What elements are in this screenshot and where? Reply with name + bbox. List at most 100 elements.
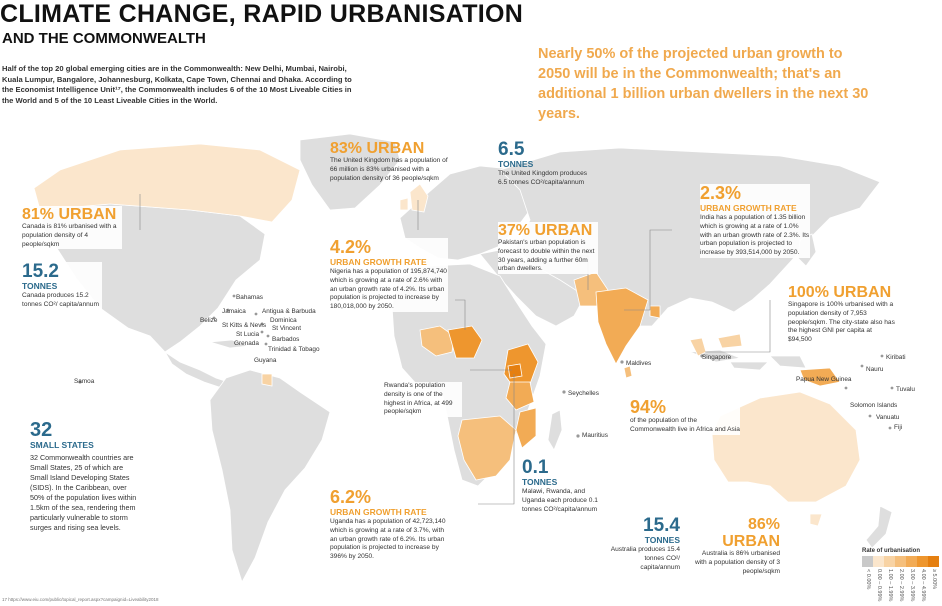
label-samoa: Samoa bbox=[74, 378, 95, 385]
australia-tonnes-callout: 15.4 TONNES Australia produces 15.4 tonn… bbox=[608, 515, 680, 573]
map-indonesia bbox=[689, 349, 807, 371]
uk-tonnes-value: 6.5 bbox=[498, 139, 525, 160]
legend-swatch bbox=[862, 556, 873, 567]
map-bangladesh bbox=[649, 305, 661, 319]
uk-tonnes-text: The United Kingdom produces 6.5 tonnes C… bbox=[498, 170, 588, 186]
canada-urban-callout: 81% URBAN Canada is 81% urbanised with a… bbox=[22, 206, 122, 250]
legend-swatch bbox=[906, 556, 917, 567]
legend-swatch bbox=[884, 556, 895, 567]
dot-belize bbox=[212, 316, 216, 320]
uk-urban-callout: 83% URBAN The United Kingdom has a popul… bbox=[330, 140, 450, 183]
canada-tonnes-label: TONNES bbox=[22, 281, 58, 291]
pakistan-value: 37% URBAN bbox=[498, 222, 593, 239]
page-title: CLIMATE CHANGE, RAPID URBANISATION bbox=[0, 0, 524, 28]
legend-label: ≥ 5.00% bbox=[931, 569, 937, 590]
rwanda-text: Rwanda's population density is one of th… bbox=[384, 382, 453, 416]
label-solomon: Solomon Islands bbox=[850, 402, 898, 409]
label-jamaica: Jamaica bbox=[222, 308, 246, 315]
small-states-label: SMALL STATES bbox=[30, 440, 94, 450]
canada-urban-value: 81% URBAN bbox=[22, 206, 117, 223]
nigeria-label: URBAN GROWTH RATE bbox=[330, 257, 427, 267]
label-dominica: Dominica bbox=[270, 317, 297, 324]
uk-tonnes-callout: 6.5 TONNES The United Kingdom produces 6… bbox=[498, 140, 588, 188]
dot-trinidad bbox=[264, 342, 268, 346]
legend-item: 1.00 – 1.99% bbox=[884, 556, 895, 606]
dot-nauru bbox=[860, 364, 864, 368]
map-tasmania bbox=[809, 513, 823, 527]
label-guyana: Guyana bbox=[254, 357, 277, 364]
dot-mauritius bbox=[576, 434, 580, 438]
africa-asia-callout: 94% of the population of the Commonwealt… bbox=[630, 398, 740, 435]
dot-barbados bbox=[266, 334, 270, 338]
legend-label: 3.00 – 3.99% bbox=[909, 569, 915, 602]
legend-item: 4.00 – 4.99% bbox=[917, 556, 928, 606]
label-trinidad: Trinidad & Tobago bbox=[268, 346, 320, 353]
map-mozambique bbox=[515, 407, 537, 449]
label-barbados: Barbados bbox=[272, 336, 300, 343]
dot-bahamas bbox=[232, 294, 236, 298]
map-greenland bbox=[299, 133, 401, 211]
australia-tonnes-value: 15.4 bbox=[643, 515, 680, 536]
australia-urban-callout: 86% URBAN Australia is 86% urbanised wit… bbox=[690, 516, 780, 577]
label-stlucia: St Lucia bbox=[236, 331, 260, 338]
legend-label: 2.00 – 2.99% bbox=[898, 569, 904, 602]
label-stkitts: St Kitts & Nevis bbox=[222, 322, 267, 329]
label-antigua: Antigua & Barbuda bbox=[262, 308, 316, 315]
legend: Rate of urbanisation < 0.00% 0.00 – 0.99%… bbox=[862, 548, 939, 606]
label-kiribati: Kiribati bbox=[886, 354, 906, 361]
label-grenada: Grenada bbox=[234, 340, 259, 347]
singapore-text: Singapore is 100% urbanised with a popul… bbox=[788, 301, 895, 344]
africa-asia-text: of the population of the Commonwealth li… bbox=[630, 417, 740, 433]
label-maldives: Maldives bbox=[626, 360, 652, 367]
map-madagascar bbox=[547, 409, 563, 451]
uganda-callout: 6.2% URBAN GROWTH RATE Uganda has a popu… bbox=[330, 488, 450, 562]
malawi-label: TONNES bbox=[522, 477, 558, 487]
legend-swatch bbox=[873, 556, 884, 567]
dot-dominica bbox=[260, 322, 264, 326]
dot-fiji bbox=[888, 426, 892, 430]
dot-stlucia bbox=[260, 330, 264, 334]
uganda-value: 6.2% bbox=[330, 487, 372, 507]
singapore-value: 100% URBAN bbox=[788, 284, 892, 301]
dot-solomon bbox=[844, 386, 848, 390]
india-value: 2.3% bbox=[700, 183, 742, 203]
malawi-text: Malawi, Rwanda, and Uganda each produce … bbox=[522, 488, 598, 513]
dot-antigua bbox=[254, 312, 258, 316]
canada-urban-text: Canada is 81% urbanised with a populatio… bbox=[22, 223, 117, 248]
small-states-value: 32 bbox=[30, 419, 53, 441]
label-tuvalu: Tuvalu bbox=[896, 386, 915, 393]
map-australia bbox=[711, 391, 861, 503]
dot-kiribati bbox=[880, 354, 884, 358]
pakistan-callout: 37% URBAN Pakistan's urban population is… bbox=[498, 222, 598, 275]
map-south-america bbox=[209, 369, 331, 584]
legend-swatch bbox=[895, 556, 906, 567]
label-singapore: Singapore bbox=[702, 354, 732, 361]
leader-india bbox=[624, 229, 672, 311]
nigeria-callout: 4.2% URBAN GROWTH RATE Nigeria has a pop… bbox=[330, 238, 448, 312]
legend-swatch bbox=[928, 556, 939, 567]
leader-singapore bbox=[705, 300, 771, 353]
legend-item: 3.00 – 3.99% bbox=[906, 556, 917, 606]
dot-tuvalu bbox=[890, 386, 894, 390]
label-mauritius: Mauritius bbox=[582, 432, 608, 439]
map-uganda bbox=[507, 363, 523, 379]
legend-label: < 0.00% bbox=[865, 569, 871, 590]
malawi-callout: 0.1 TONNES Malawi, Rwanda, and Uganda ea… bbox=[522, 458, 602, 515]
india-callout: 2.3% URBAN GROWTH RATE India has a popul… bbox=[700, 184, 810, 258]
map-ireland bbox=[399, 197, 409, 211]
small-states-text: 32 Commonwealth countries are Small Stat… bbox=[30, 453, 137, 532]
legend-label: 1.00 – 1.99% bbox=[887, 569, 893, 602]
pakistan-text: Pakistan's urban population is forecast … bbox=[498, 239, 595, 273]
dot-seychelles bbox=[562, 390, 566, 394]
legend-label: 0.00 – 0.99% bbox=[876, 569, 882, 602]
uganda-label: URBAN GROWTH RATE bbox=[330, 507, 427, 517]
legend-item: < 0.00% bbox=[862, 556, 873, 606]
nigeria-value: 4.2% bbox=[330, 237, 372, 257]
map-nigeria bbox=[447, 325, 483, 359]
headline-callout: Nearly 50% of the projected urban growth… bbox=[538, 46, 869, 122]
canada-tonnes-callout: 15.2 TONNES Canada produces 15.2 tonnes … bbox=[22, 262, 102, 310]
map-png bbox=[799, 367, 841, 387]
australia-urban-value: 86% URBAN bbox=[722, 516, 780, 550]
africa-asia-value: 94% bbox=[630, 397, 667, 417]
dot-vanuatu bbox=[868, 414, 872, 418]
